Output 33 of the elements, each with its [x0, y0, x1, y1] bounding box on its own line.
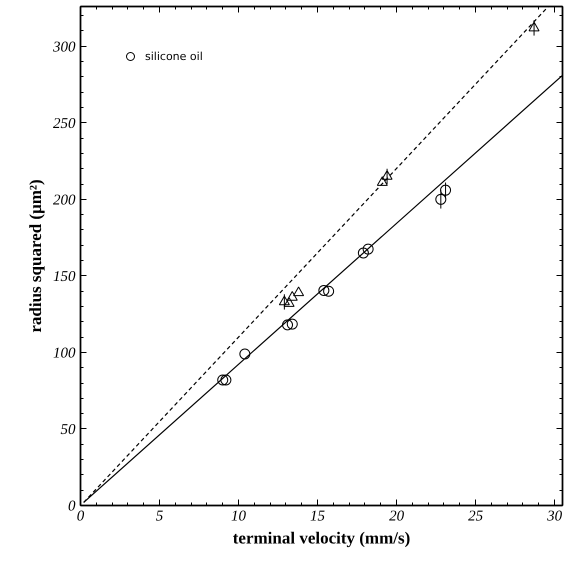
point [376, 176, 388, 186]
point [278, 296, 290, 306]
y-tick-label: 100 [53, 345, 76, 362]
y-tick-label: 250 [53, 116, 76, 132]
x-tick-label: 25 [468, 508, 484, 524]
legend-label: silicone oil [145, 50, 203, 62]
point [362, 244, 374, 255]
point [239, 348, 250, 360]
x-tick-label: 30 [546, 508, 563, 524]
y-tick-label: 150 [53, 268, 76, 285]
point [282, 319, 294, 330]
y-tick-label: 50 [60, 422, 76, 438]
x-tick-label: 20 [389, 508, 405, 524]
point [323, 286, 334, 297]
point [528, 22, 540, 32]
y-tick-label: 300 [52, 39, 76, 56]
point [284, 297, 295, 307]
y-tick-label: 0 [68, 498, 76, 514]
point [286, 318, 298, 330]
y-tick-label: 200 [53, 192, 76, 208]
x-axis-title: terminal velocity (mm/s) [232, 528, 410, 548]
point [217, 374, 228, 386]
point [440, 184, 452, 196]
point [382, 170, 393, 180]
x-tick-label: 5 [156, 508, 164, 524]
point [358, 247, 369, 258]
x-tick-label: 15 [310, 508, 326, 524]
x-tick-label: 10 [231, 508, 247, 524]
point [220, 374, 232, 386]
point [286, 291, 298, 301]
y-axis-title: radius squared (μm²) [26, 179, 45, 333]
point [318, 284, 330, 296]
point [293, 286, 304, 296]
